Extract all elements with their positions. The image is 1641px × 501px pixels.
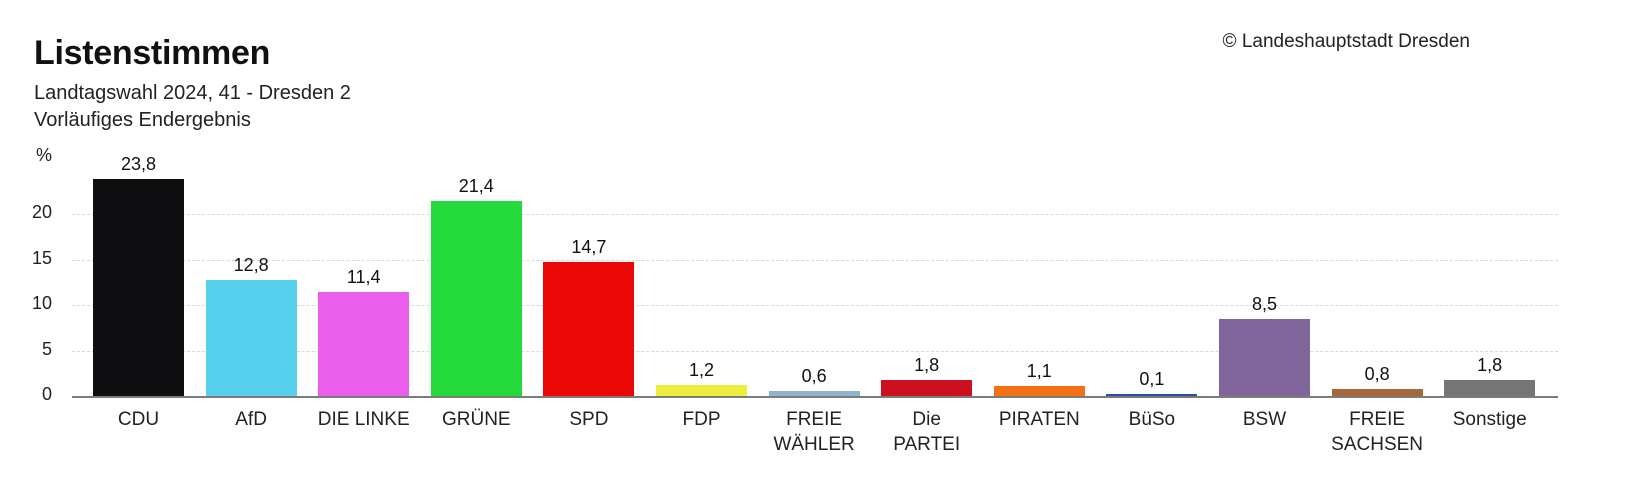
- bar-value-label: 1,1: [1026, 360, 1052, 381]
- bar-value-label: 23,8: [120, 154, 157, 175]
- gridline: [72, 214, 1558, 215]
- category-label-line1: SPD: [569, 409, 609, 430]
- copyright-notice: © Landeshauptstadt Dresden: [1222, 31, 1470, 52]
- bar[interactable]: [656, 385, 747, 396]
- bar-value-label: 1,2: [688, 360, 715, 381]
- bar[interactable]: [768, 390, 860, 396]
- x-category-label: Sonstige: [1434, 407, 1546, 432]
- category-label-line1: BSW: [1242, 409, 1287, 430]
- gridline: [72, 259, 1558, 261]
- category-label-line1: DIE LINKE: [317, 409, 410, 430]
- category-label-line1: FREIE: [786, 409, 843, 430]
- category-label-line1: BüSo: [1128, 409, 1176, 430]
- x-category-label: BüSo: [1096, 407, 1208, 432]
- bar-value-label: 11,4: [346, 267, 381, 288]
- bar[interactable]: [93, 179, 184, 396]
- category-label-line1: AfD: [235, 409, 267, 430]
- y-tick-label: 10: [32, 293, 53, 313]
- x-category-label: BSW: [1209, 407, 1321, 432]
- bar-value-label: 12,8: [233, 254, 269, 275]
- subtitle-election: Landtagswahl 2024, 41 - Dresden 2: [34, 82, 351, 104]
- bar-value-label: 0,1: [1139, 369, 1165, 389]
- category-label-line1: FREIE: [1349, 409, 1406, 430]
- category-label-line2: PARTEI: [893, 434, 961, 455]
- gridline: [72, 305, 1558, 306]
- category-label-line1: FDP: [682, 409, 721, 430]
- category-label-line1: Sonstige: [1452, 409, 1527, 430]
- x-category-label: FREIE SACHSEN: [1321, 407, 1433, 457]
- x-category-label: GRÜNE: [420, 407, 532, 432]
- bar[interactable]: [430, 201, 522, 396]
- x-category-label: Die PARTEI: [871, 407, 983, 457]
- bar[interactable]: [881, 379, 973, 396]
- bar-value-label: 14,7: [571, 237, 607, 258]
- bar[interactable]: [993, 385, 1085, 396]
- bar[interactable]: [1106, 394, 1198, 396]
- category-label-line1: GRÜNE: [441, 409, 511, 430]
- chart-subtitle: Landtagswahl 2024, 41 - Dresden 2 Vorläu…: [34, 80, 351, 134]
- x-category-label: FDP: [646, 407, 758, 432]
- x-category-label: SPD: [533, 407, 645, 432]
- category-label-line2: SACHSEN: [1331, 434, 1424, 455]
- category-label-line1: Die: [912, 409, 941, 430]
- x-category-label: FREIE WÄHLER: [758, 407, 870, 457]
- bar[interactable]: [1219, 318, 1310, 396]
- y-tick-label: 20: [32, 202, 53, 222]
- subtitle-status: Vorläufiges Endergebnis: [34, 109, 251, 131]
- bar-value-label: 21,4: [458, 176, 494, 197]
- bar[interactable]: [318, 292, 410, 396]
- bar-value-label: 0,8: [1364, 363, 1390, 384]
- bar[interactable]: [543, 262, 635, 396]
- category-label-line2: WÄHLER: [773, 434, 855, 455]
- bar[interactable]: [1331, 388, 1423, 396]
- chart-title: Listenstimmen: [34, 34, 271, 72]
- y-tick-label: 0: [41, 384, 52, 404]
- bar-value-label: 1,8: [1477, 354, 1503, 375]
- x-axis-baseline: [72, 396, 1558, 398]
- bar-value-label: 0,6: [801, 365, 827, 386]
- y-axis-unit: %: [36, 145, 53, 165]
- bar-value-label: 8,5: [1251, 293, 1278, 314]
- bar[interactable]: [1444, 379, 1536, 396]
- bar[interactable]: [205, 279, 297, 396]
- y-tick-label: 5: [41, 338, 52, 359]
- gridline: [72, 350, 1558, 352]
- category-label-line1: CDU: [117, 409, 160, 430]
- category-label-line1: PIRATEN: [998, 409, 1080, 430]
- x-category-label: DIE LINKE: [308, 407, 420, 432]
- x-category-label: PIRATEN: [983, 407, 1095, 432]
- bar-value-label: 1,8: [914, 354, 940, 375]
- x-category-label: CDU: [83, 407, 195, 432]
- x-category-label: AfD: [195, 407, 307, 432]
- y-tick-label: 15: [32, 247, 53, 268]
